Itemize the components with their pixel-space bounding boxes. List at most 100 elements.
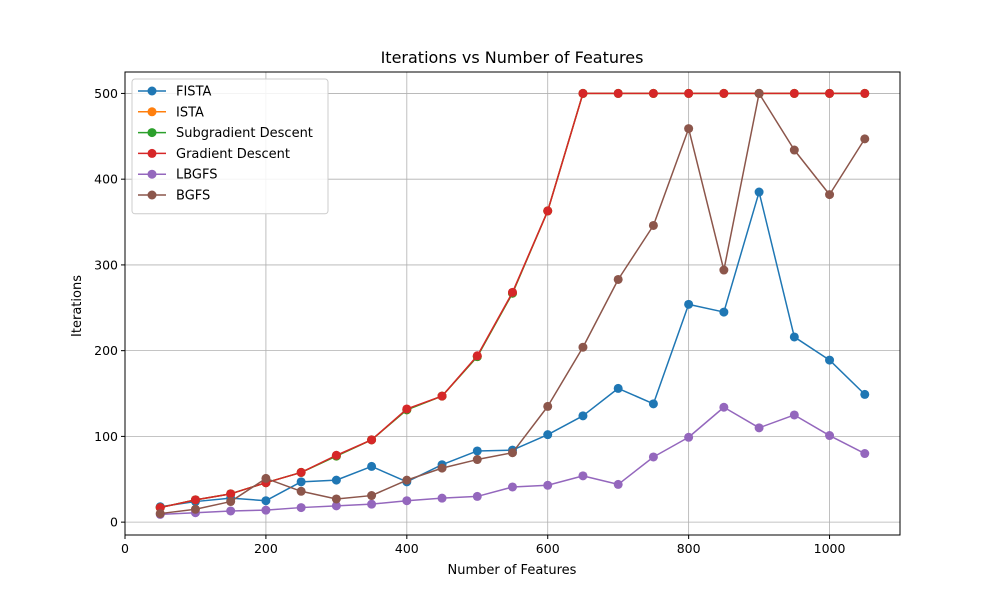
data-point [825,431,835,441]
y-tick-label: 400 [94,172,118,187]
data-point [367,499,377,509]
data-point [543,206,553,216]
legend-marker [147,190,157,200]
legend-label: Gradient Descent [176,147,290,162]
legend-item: FISTA [138,85,211,100]
data-point [648,452,658,462]
data-point [719,307,729,317]
x-axis-label: Number of Features [448,563,577,578]
y-tick-label: 300 [94,257,118,272]
data-point [648,88,658,98]
data-point [402,404,412,414]
series-bgfs [155,88,870,519]
data-point [789,88,799,98]
data-point [578,88,588,98]
x-tick-label: 600 [536,541,560,556]
data-point [684,432,694,442]
legend-item: LBGFS [138,168,218,183]
chart-title: Iterations vs Number of Features [381,48,644,67]
grid [124,72,900,535]
legend-marker [147,169,157,179]
data-point [472,491,482,501]
data-point [437,391,447,401]
y-tick-label: 500 [94,86,118,101]
data-point [578,411,588,421]
data-point [296,477,306,487]
data-point [437,463,447,473]
data-point [860,88,870,98]
data-point [508,448,517,458]
data-point [719,265,729,275]
x-tick-label: 400 [395,541,419,556]
legend-label: Subgradient Descent [176,126,313,141]
data-point [402,496,412,506]
y-axis-label: Iterations [70,275,85,337]
legend: FISTA ISTA Subgradient Descent Gradient Des… [131,78,329,215]
data-point [789,145,799,155]
data-point [825,88,835,98]
data-point [860,134,870,144]
legend-marker [147,107,157,117]
data-point [684,299,694,309]
data-point [684,124,694,134]
legend-box [131,78,329,215]
data-point [578,342,588,352]
data-point [719,88,729,98]
data-point [648,399,658,409]
data-point [648,220,658,230]
data-point [508,482,517,492]
y-axis: 0 100 200 300 400 500 [94,86,125,530]
legend-label: ISTA [176,105,204,120]
data-point [754,187,764,197]
y-tick-label: 100 [94,429,118,444]
data-point [543,401,553,411]
data-point [472,446,482,456]
data-point [578,471,588,481]
data-point [754,88,764,98]
data-point [190,504,200,514]
x-tick-label: 1000 [814,541,846,556]
data-point [508,287,517,297]
data-point [543,480,553,490]
data-point [155,509,165,519]
data-point [754,423,764,433]
x-tick-label: 0 [121,541,129,556]
data-point [331,494,341,504]
data-point [367,435,377,445]
data-point [296,467,306,477]
data-point [367,491,377,501]
legend-marker [147,148,157,158]
data-point [613,88,623,98]
data-point [226,506,236,516]
data-point [825,190,835,200]
data-point [860,389,870,399]
data-point [719,402,729,412]
data-point [437,493,447,503]
legend-item: Subgradient Descent [138,126,313,141]
data-point [367,461,377,471]
legend-item: ISTA [138,105,204,120]
data-point [226,489,236,499]
data-point [825,355,835,365]
legend-marker [147,128,157,138]
data-point [789,410,799,420]
y-tick-label: 0 [110,515,118,530]
legend-marker [147,86,157,96]
data-point [613,383,623,393]
data-point [261,496,271,506]
legend-label: FISTA [176,85,211,100]
data-point [684,88,694,98]
data-point [261,473,271,483]
legend-label: LBGFS [176,168,218,183]
series-layer [155,88,870,519]
x-tick-label: 200 [254,541,278,556]
data-point [789,332,799,342]
data-point [226,497,236,507]
x-axis: 0 200 400 600 800 1000 [121,535,845,556]
x-tick-label: 800 [677,541,701,556]
legend-item: BGFS [138,189,210,204]
data-point [190,495,200,505]
data-point [402,475,412,485]
legend-label: BGFS [176,189,210,204]
data-point [472,455,482,465]
